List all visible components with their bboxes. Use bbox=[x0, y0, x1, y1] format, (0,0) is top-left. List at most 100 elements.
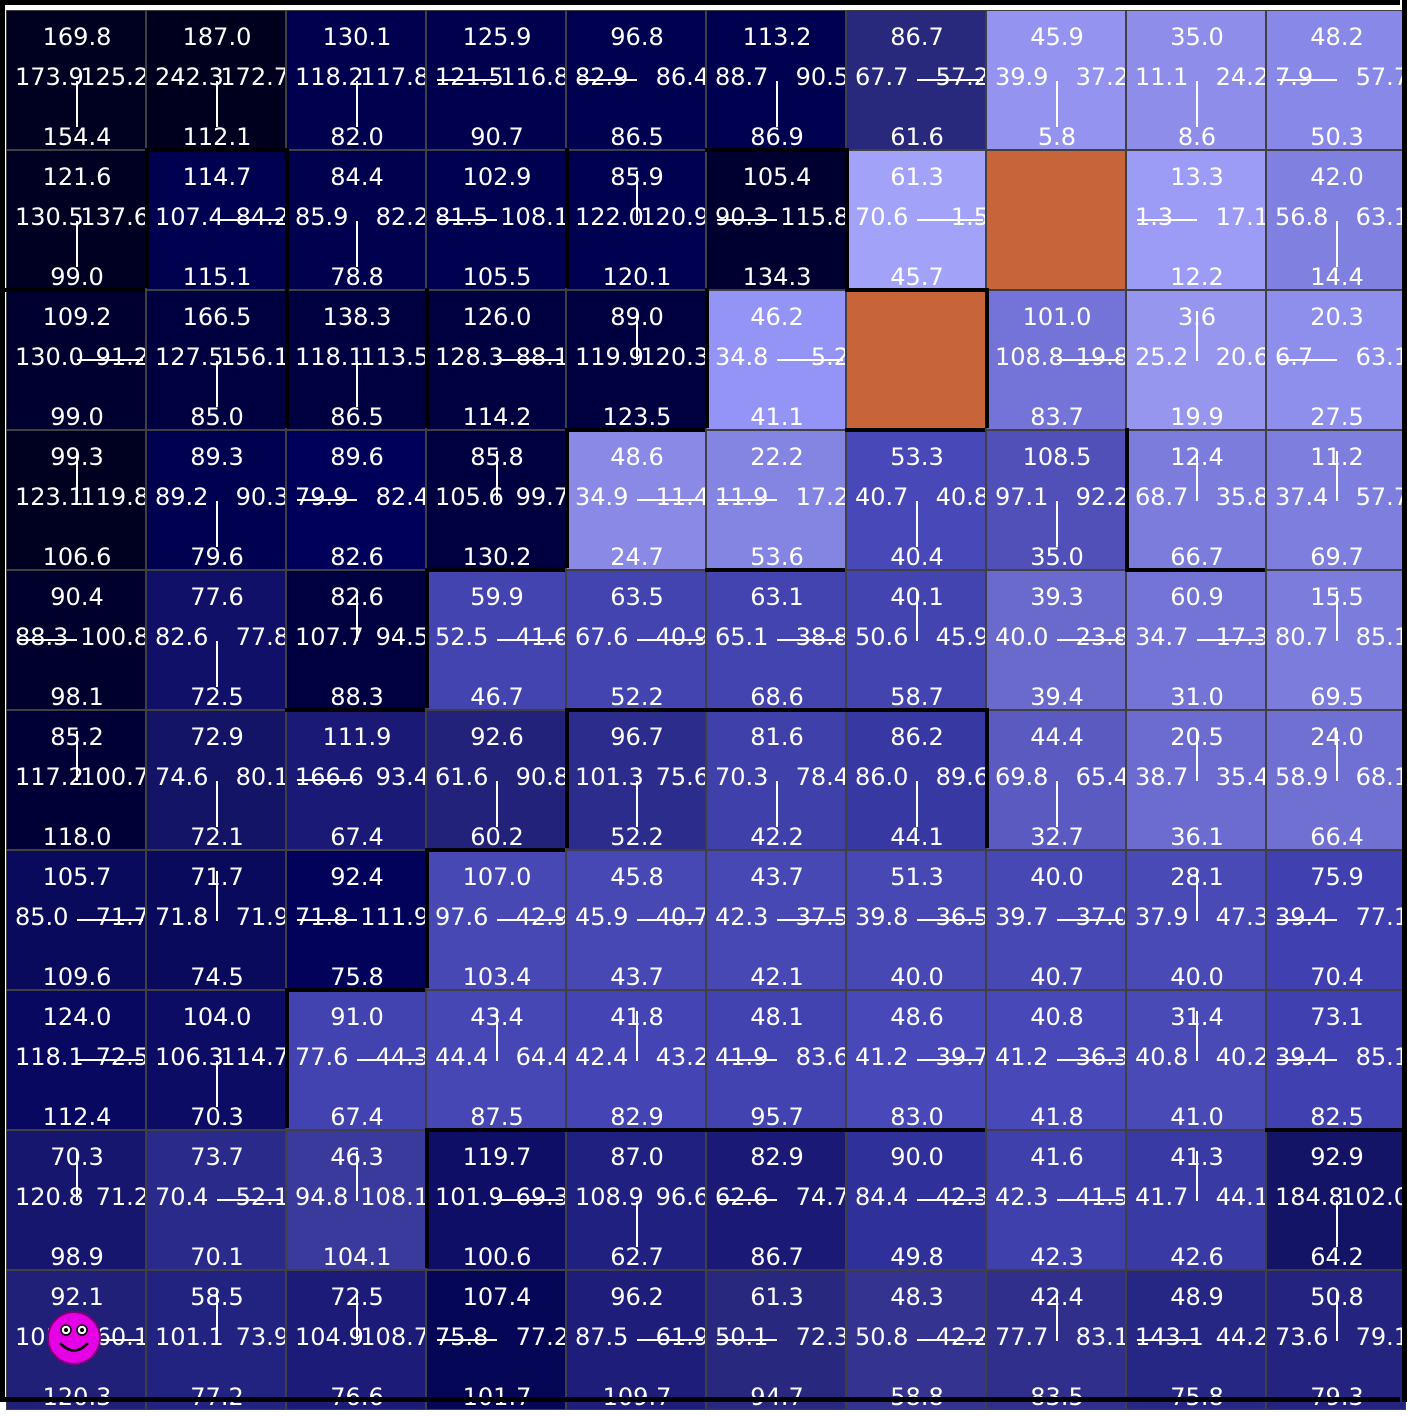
grid-cell[interactable]: 45.9 5.8 39.9 37.2 bbox=[986, 10, 1126, 150]
grid-cell[interactable]: 187.0 112.1 242.3 172.7 bbox=[146, 10, 286, 150]
grid-cell[interactable]: 130.1 82.0 118.2 117.8 bbox=[286, 10, 426, 150]
grid-cell[interactable]: 50.879.373.679.1 bbox=[1266, 1270, 1406, 1410]
grid-cell[interactable]: 48.3 58.8 50.8 42.2 bbox=[846, 1270, 986, 1410]
grid-cell[interactable]: 42.0 14.4 56.8 63.1 bbox=[1266, 150, 1406, 290]
grid-cell[interactable]: 105.7 109.6 85.0 71.7 bbox=[6, 850, 146, 990]
grid-cell[interactable]: 42.483.577.783.1 bbox=[986, 1270, 1126, 1410]
grid-cell[interactable]: 111.9 67.4 166.6 93.4 bbox=[286, 710, 426, 850]
grid-cell[interactable]: 48.6 24.7 34.9 11.4 bbox=[566, 430, 706, 570]
grid-cell[interactable]: 96.7 52.2 101.3 75.6 bbox=[566, 710, 706, 850]
grid-cell[interactable]: 39.3 39.4 40.0 23.8 bbox=[986, 570, 1126, 710]
grid-cell[interactable]: 61.3 45.7 70.6 1.5 bbox=[846, 150, 986, 290]
grid-cell[interactable]: 124.0 112.4 118.1 72.5 bbox=[6, 990, 146, 1130]
grid-cell[interactable]: 20.536.138.735.4 bbox=[1126, 710, 1266, 850]
grid-cell[interactable]: 91.0 67.4 77.6 44.3 bbox=[286, 990, 426, 1130]
grid-cell[interactable]: 87.0 62.7 108.9 96.6 bbox=[566, 1130, 706, 1270]
grid-cell[interactable]: 41.882.942.443.2 bbox=[566, 990, 706, 1130]
grid-cell[interactable]: 71.774.571.871.9 bbox=[146, 850, 286, 990]
grid-cell[interactable]: 44.4 32.7 69.8 65.4 bbox=[986, 710, 1126, 850]
grid-cell[interactable]: 77.6 72.5 82.6 77.8 bbox=[146, 570, 286, 710]
grid-cell[interactable]: 45.8 43.7 45.9 40.7 bbox=[566, 850, 706, 990]
grid-cell[interactable]: 101.0 83.7 108.8 19.8 bbox=[986, 290, 1126, 430]
grid-cell[interactable]: 72.9 72.1 74.6 80.1 bbox=[146, 710, 286, 850]
grid-cell[interactable]: 48.6 83.0 41.2 39.7 bbox=[846, 990, 986, 1130]
grid-cell[interactable]: 86.2 44.1 86.0 89.6 bbox=[846, 710, 986, 850]
grid-cell[interactable]: 90.4 98.1 88.3 100.8 bbox=[6, 570, 146, 710]
grid-cell[interactable]: 59.9 46.7 52.5 41.6 bbox=[426, 570, 566, 710]
grid-cell[interactable]: 35.0 8.6 11.1 24.2 bbox=[1126, 10, 1266, 150]
q-value-right: 37.5 bbox=[796, 903, 846, 931]
grid-cell[interactable]: 84.4 78.8 85.9 82.2 bbox=[286, 150, 426, 290]
grid-cell[interactable] bbox=[986, 150, 1126, 290]
grid-cell[interactable]: 63.1 68.6 65.1 38.8 bbox=[706, 570, 846, 710]
grid-cell[interactable]: 96.8 86.5 82.9 86.4 bbox=[566, 10, 706, 150]
grid-cell[interactable]: 31.441.040.840.2 bbox=[1126, 990, 1266, 1130]
grid-cell[interactable]: 40.8 41.8 41.2 36.3 bbox=[986, 990, 1126, 1130]
grid-cell[interactable]: 82.9 86.7 62.6 74.7 bbox=[706, 1130, 846, 1270]
grid-cell[interactable]: 126.0 114.2 128.3 88.1 bbox=[426, 290, 566, 430]
grid-cell[interactable]: 96.2 109.7 87.5 61.9 bbox=[566, 1270, 706, 1410]
grid-cell[interactable]: 89.6 82.6 79.9 82.4 bbox=[286, 430, 426, 570]
grid-cell[interactable]: 125.9 90.7 121.5 116.8 bbox=[426, 10, 566, 150]
grid-cell[interactable]: 63.5 52.2 67.6 40.9 bbox=[566, 570, 706, 710]
grid-cell[interactable]: 114.7 115.1 107.4 84.2 bbox=[146, 150, 286, 290]
grid-cell[interactable]: 86.7 61.6 67.7 57.2 bbox=[846, 10, 986, 150]
grid-cell[interactable]: 81.6 42.2 70.3 78.4 bbox=[706, 710, 846, 850]
grid-cell[interactable]: 53.3 40.4 40.7 40.8 bbox=[846, 430, 986, 570]
grid-cell[interactable]: 60.9 31.0 34.7 17.3 bbox=[1126, 570, 1266, 710]
grid-cell[interactable]: 169.8 154.4 173.9 125.2 bbox=[6, 10, 146, 150]
grid-cell[interactable]: 119.7 100.6 101.9 69.3 bbox=[426, 1130, 566, 1270]
grid-cell[interactable]: 41.342.641.744.1 bbox=[1126, 1130, 1266, 1270]
grid-cell[interactable]: 102.9 105.5 81.5 108.1 bbox=[426, 150, 566, 290]
grid-cell[interactable]: 24.066.458.968.1 bbox=[1266, 710, 1406, 850]
grid-cell[interactable]: 41.6 42.3 42.3 41.5 bbox=[986, 1130, 1126, 1270]
grid-cell[interactable]: 92.6 60.2 61.6 90.8 bbox=[426, 710, 566, 850]
grid-cell[interactable]: 90.0 49.8 84.4 42.3 bbox=[846, 1130, 986, 1270]
grid-cell[interactable]: 92.9 64.2 184.8 102.0 bbox=[1266, 1130, 1406, 1270]
grid-cell[interactable]: 92.4 75.8 71.8 111.9 bbox=[286, 850, 426, 990]
grid-cell[interactable]: 48.2 50.3 7.9 57.7 bbox=[1266, 10, 1406, 150]
grid-cell[interactable]: 22.2 53.6 11.9 17.2 bbox=[706, 430, 846, 570]
grid-cell[interactable]: 105.4 134.3 90.3 115.8 bbox=[706, 150, 846, 290]
grid-cell[interactable]: 48.9 75.8 143.1 44.2 bbox=[1126, 1270, 1266, 1410]
grid-cell[interactable]: 113.2 86.9 88.7 90.5 bbox=[706, 10, 846, 150]
grid-cell[interactable]: 75.9 70.4 39.4 77.1 bbox=[1266, 850, 1406, 990]
grid-cell[interactable] bbox=[846, 290, 986, 430]
grid-cell[interactable]: 20.3 27.5 6.7 63.1 bbox=[1266, 290, 1406, 430]
grid-cell[interactable]: 48.1 95.7 41.9 83.6 bbox=[706, 990, 846, 1130]
grid-cell[interactable]: 51.3 40.0 39.8 36.5 bbox=[846, 850, 986, 990]
grid-cell[interactable]: 89.3 79.6 89.2 90.3 bbox=[146, 430, 286, 570]
grid-cell[interactable]: 46.2 41.1 34.8 5.2 bbox=[706, 290, 846, 430]
grid-cell[interactable]: 12.466.768.735.8 bbox=[1126, 430, 1266, 570]
grid-cell[interactable]: 107.0 103.4 97.6 42.9 bbox=[426, 850, 566, 990]
grid-cell[interactable]: 43.7 42.1 42.3 37.5 bbox=[706, 850, 846, 990]
grid-cell[interactable]: 109.2 99.0 130.0 91.2 bbox=[6, 290, 146, 430]
grid-cell[interactable]: 40.158.750.645.9 bbox=[846, 570, 986, 710]
grid-cell[interactable]: 104.0 70.3 106.3 114.7 bbox=[146, 990, 286, 1130]
grid-cell[interactable]: 61.3 94.7 50.1 72.3 bbox=[706, 1270, 846, 1410]
grid-cell[interactable]: 3.619.925.220.6 bbox=[1126, 290, 1266, 430]
grid-cell[interactable]: 13.3 12.2 1.3 17.1 bbox=[1126, 150, 1266, 290]
grid-cell[interactable]: 121.6 99.0 130.5 137.6 bbox=[6, 150, 146, 290]
grid-cell[interactable]: 11.269.737.457.7 bbox=[1266, 430, 1406, 570]
grid-cell[interactable]: 73.7 70.1 70.4 52.1 bbox=[146, 1130, 286, 1270]
grid-cell[interactable]: 138.3 86.5 118.1 113.5 bbox=[286, 290, 426, 430]
grid-cell[interactable]: 73.1 82.5 39.4 85.1 bbox=[1266, 990, 1406, 1130]
grid-cell[interactable]: 15.569.580.785.1 bbox=[1266, 570, 1406, 710]
grid-cell[interactable]: 28.140.037.947.3 bbox=[1126, 850, 1266, 990]
grid-cell[interactable]: 166.5 85.0 127.5 156.1 bbox=[146, 290, 286, 430]
grid-cell[interactable]: 108.5 35.0 97.1 92.2 bbox=[986, 430, 1126, 570]
grid-cell[interactable]: 40.0 40.7 39.7 37.0 bbox=[986, 850, 1126, 990]
grid-cell[interactable]: 107.4 101.7 75.8 77.2 bbox=[426, 1270, 566, 1410]
grid-cell[interactable]: 43.487.544.464.4 bbox=[426, 990, 566, 1130]
